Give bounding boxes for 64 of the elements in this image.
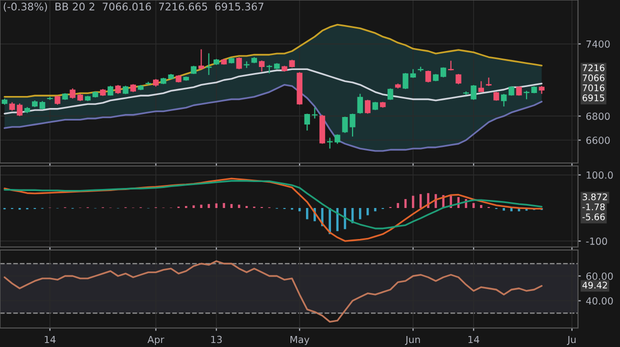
- bar: [298, 208, 301, 212]
- x-tick-label: Jun: [404, 336, 420, 345]
- text: 3.872: [582, 193, 607, 200]
- bar: [366, 208, 369, 216]
- y-tick-label: 100.0: [586, 171, 613, 179]
- bar: [420, 194, 422, 208]
- x-tick-label: Ju: [566, 336, 576, 345]
- text: -1.78: [582, 203, 605, 210]
- text: 7016: [582, 84, 604, 92]
- text: 6915: [582, 94, 604, 102]
- candlestick: [470, 84, 476, 100]
- candlestick: [357, 93, 363, 114]
- candlestick: [304, 113, 310, 132]
- candlestick: [486, 77, 492, 87]
- bar: [480, 205, 482, 208]
- text: -5.66: [582, 213, 605, 220]
- x-tick-label: May: [290, 336, 310, 346]
- candlestick: [448, 60, 454, 71]
- candlestick: [327, 137, 333, 150]
- text: 7066: [582, 74, 604, 82]
- y-tick-label: 40.00: [586, 297, 613, 305]
- candlestick: [388, 88, 394, 100]
- candlestick: [236, 56, 242, 70]
- line-series: [4, 24, 543, 98]
- bar: [208, 204, 210, 208]
- y-tick-label: 7400: [586, 40, 610, 48]
- candlestick: [334, 134, 340, 144]
- x-tick-label: 14: [44, 336, 56, 344]
- text: 7216: [582, 64, 604, 72]
- candlestick: [364, 99, 371, 114]
- line-series: [4, 178, 543, 242]
- candlestick: [198, 48, 204, 70]
- y-tick-label: 60.00: [586, 272, 613, 280]
- text: 49.42: [582, 282, 607, 289]
- bar: [238, 204, 240, 208]
- line-series: [4, 260, 543, 323]
- bar: [215, 203, 218, 208]
- candlestick: [425, 70, 432, 83]
- bar: [192, 205, 195, 208]
- x-tick-label: 14: [468, 336, 480, 344]
- y-tick-label: -100: [586, 238, 608, 245]
- bar: [200, 204, 202, 208]
- y-tick-label: 6800: [586, 112, 610, 120]
- line-series: [4, 84, 543, 152]
- x-tick-label: 13: [211, 336, 222, 344]
- candlestick: [501, 93, 507, 108]
- candlestick: [206, 52, 212, 76]
- candlestick: [312, 107, 318, 120]
- candlestick: [456, 73, 462, 85]
- candlestick: [70, 88, 76, 100]
- line-series: [4, 180, 543, 230]
- bar: [374, 208, 376, 212]
- line-series: [4, 68, 543, 115]
- x-tick-label: Apr: [148, 336, 164, 346]
- y-tick-label: 6600: [586, 136, 610, 144]
- candlestick: [54, 95, 60, 106]
- candlestick: [258, 60, 265, 72]
- bar: [358, 208, 362, 220]
- bar: [306, 208, 308, 220]
- chart-title: (-0.38%) BB 20 2 7066.016 7216.665 6915.367: [4, 2, 264, 12]
- candlestick: [145, 81, 152, 86]
- bar: [510, 208, 513, 212]
- bar: [502, 208, 505, 211]
- candlestick: [16, 102, 23, 117]
